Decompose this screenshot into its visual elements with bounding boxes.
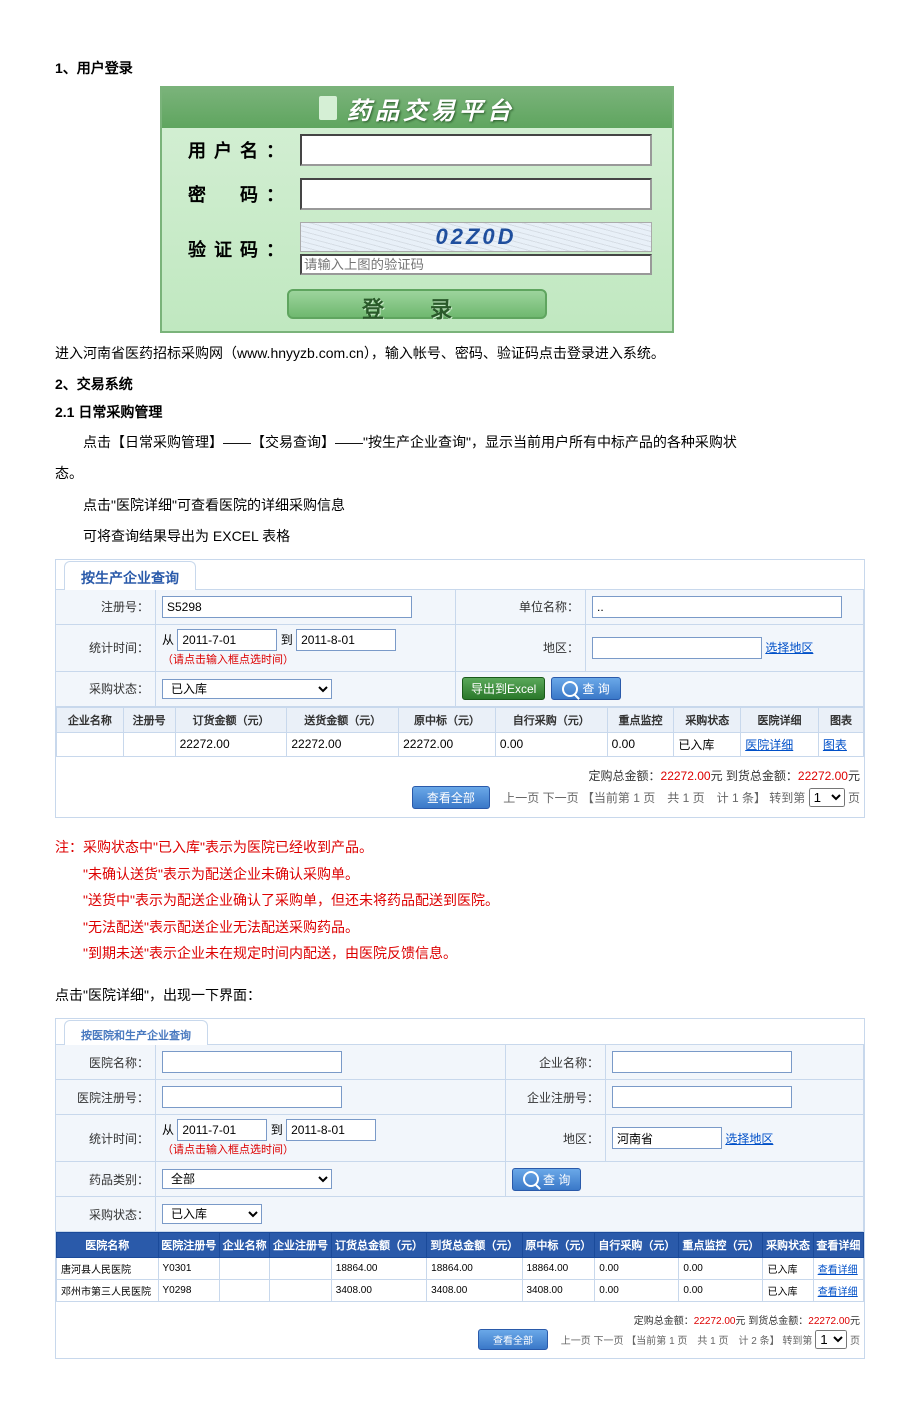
cname-input[interactable] <box>612 1051 792 1073</box>
chart-link[interactable]: 图表 <box>823 738 847 752</box>
click-detail-text: 点击"医院详细"，出现一下界面： <box>55 983 865 1008</box>
note-line: "无法配送"表示配送企业无法配送采购药品。 <box>55 914 865 941</box>
query1-tab[interactable]: 按生产企业查询 <box>64 561 196 590</box>
login-button[interactable]: 登 录 <box>287 289 547 319</box>
hreg-input[interactable] <box>162 1086 342 1108</box>
from-label: 从 <box>162 633 174 647</box>
username-label: 用户名： <box>182 137 300 163</box>
hname-label: 医院名称： <box>56 1045 156 1080</box>
hospital-detail-link[interactable]: 医院详细 <box>745 738 793 752</box>
view-detail-link[interactable]: 查看详细 <box>818 1287 858 1298</box>
query-panel-1: 按生产企业查询 注册号： 单位名称： 统计时间： 从 到 （请点击输入框点选时间… <box>55 559 865 818</box>
section-21-title: 2.1 日常采购管理 <box>55 402 865 422</box>
date-note: （请点击输入框点选时间） <box>162 651 294 667</box>
hname-input[interactable] <box>162 1051 342 1073</box>
th: 原中标（元） <box>399 707 496 732</box>
s21-p1: 点击【日常采购管理】——【交易查询】——"按生产企业查询"，显示当前用户所有中标… <box>55 430 865 455</box>
unit-input[interactable] <box>592 596 842 618</box>
query2-tab[interactable]: 按医院和生产企业查询 <box>64 1020 208 1045</box>
note-line: "到期未送"表示企业未在规定时间内配送，由医院反馈信息。 <box>55 940 865 967</box>
th: 医院详细 <box>741 707 819 732</box>
cat-label: 药品类别： <box>56 1162 156 1197</box>
result-table-1: 企业名称 注册号 订货金额（元） 送货金额（元） 原中标（元） 自行采购（元） … <box>56 707 864 757</box>
date-from-input[interactable] <box>177 629 277 651</box>
area-label: 地区： <box>456 625 586 672</box>
summary-2: 定购总金额：22272.00元 到货总金额：22272.00元 <box>60 1312 860 1327</box>
search-button[interactable]: 查 询 <box>551 677 620 700</box>
th: 自行采购（元） <box>495 707 607 732</box>
note-line: "送货中"表示为配送企业确认了采购单，但还未将药品配送到医院。 <box>55 887 865 914</box>
captcha-label: 验证码： <box>182 236 300 262</box>
th: 送货金额（元） <box>287 707 399 732</box>
login-panel: 药品交易平台 用户名： 密 码： 验证码： 02Z0D 登 录 <box>160 86 674 333</box>
th: 注册号 <box>123 707 175 732</box>
area-select-link[interactable]: 选择地区 <box>765 639 813 656</box>
result-table-2: 医院名称 医院注册号 企业名称 企业注册号 订货总金额（元） 到货总金额（元） … <box>56 1232 864 1302</box>
login-header: 药品交易平台 <box>162 88 672 128</box>
view-detail-link[interactable]: 查看详细 <box>818 1265 858 1276</box>
notes-block: 注：采购状态中"已入库"表示为医院已经收到产品。 "未确认送货"表示为配送企业未… <box>55 834 865 967</box>
time2-label: 统计时间： <box>56 1115 156 1162</box>
date-to-input-2[interactable] <box>286 1119 376 1141</box>
area2-link[interactable]: 选择地区 <box>725 1130 773 1147</box>
date-note-2: （请点击输入框点选时间） <box>162 1141 294 1157</box>
password-input[interactable] <box>300 178 652 210</box>
area-input[interactable] <box>592 637 762 659</box>
date-to-input[interactable] <box>296 629 396 651</box>
pill-icon <box>319 96 337 120</box>
query-panel-2: 按医院和生产企业查询 医院名称： 企业名称： 医院注册号： 企业注册号： 统计时… <box>55 1018 865 1359</box>
username-input[interactable] <box>300 134 652 166</box>
captcha-input[interactable] <box>300 254 652 275</box>
s21-p2: 点击"医院详细"可查看医院的详细采购信息 <box>55 493 865 518</box>
area2-input[interactable] <box>612 1127 722 1149</box>
creg-input[interactable] <box>612 1086 792 1108</box>
status-select[interactable]: 已入库 <box>162 679 332 699</box>
table-row: 唐河县人民医院Y030118864.0018864.0018864.000.00… <box>57 1258 864 1280</box>
th: 订货金额（元） <box>175 707 287 732</box>
creg-label: 企业注册号： <box>506 1080 606 1115</box>
th: 图表 <box>818 707 863 732</box>
s21-p1b: 态。 <box>55 461 865 486</box>
unit-label: 单位名称： <box>456 590 586 625</box>
cname-label: 企业名称： <box>506 1045 606 1080</box>
date-from-input-2[interactable] <box>177 1119 267 1141</box>
cat-select[interactable]: 全部 <box>162 1169 332 1189</box>
table-row: 邓州市第三人民医院Y02983408.003408.003408.000.000… <box>57 1280 864 1302</box>
pager-1: 查看全部 上一页 下一页 【当前第 1 页 共 1 页 计 1 条】 转到第 1… <box>60 786 860 809</box>
reg-input[interactable] <box>162 596 412 618</box>
th: 重点监控 <box>607 707 674 732</box>
export-excel-button[interactable]: 导出到Excel <box>462 677 545 700</box>
status-label: 采购状态： <box>56 672 156 707</box>
section-2-title: 2、交易系统 <box>55 374 865 394</box>
reg-label: 注册号： <box>56 590 156 625</box>
area2-label: 地区： <box>506 1115 606 1162</box>
to-label: 到 <box>281 633 293 647</box>
s21-p3: 可将查询结果导出为 EXCEL 表格 <box>55 524 865 549</box>
section-1-title: 1、用户登录 <box>55 58 865 78</box>
note-line: 注：采购状态中"已入库"表示为医院已经收到产品。 <box>55 834 865 861</box>
page-select-2[interactable]: 1 <box>815 1330 847 1349</box>
status2-label: 采购状态： <box>56 1197 156 1232</box>
summary-1: 定购总金额：22272.00元 到货总金额：22272.00元 <box>60 767 860 784</box>
search-button-2[interactable]: 查 询 <box>512 1168 581 1191</box>
view-all-button-2[interactable]: 查看全部 <box>478 1329 548 1350</box>
status2-select[interactable]: 已入库 <box>162 1204 262 1224</box>
page-select[interactable]: 1 <box>809 788 845 807</box>
login-header-text: 药品交易平台 <box>347 91 515 126</box>
search-icon <box>562 681 578 697</box>
note-line: "未确认送货"表示为配送企业未确认采购单。 <box>55 861 865 888</box>
th: 采购状态 <box>674 707 741 732</box>
pager-2: 查看全部 上一页 下一页 【当前第 1 页 共 1 页 计 2 条】 转到第 1… <box>60 1329 860 1350</box>
section-1-paragraph: 进入河南省医药招标采购网（www.hnyyzb.com.cn），输入帐号、密码、… <box>55 341 865 366</box>
password-label: 密 码： <box>182 181 300 207</box>
hreg-label: 医院注册号： <box>56 1080 156 1115</box>
captcha-image[interactable]: 02Z0D <box>300 222 652 252</box>
search-icon <box>523 1171 539 1187</box>
table-row: 22272.00 22272.00 22272.00 0.00 0.00 已入库… <box>57 732 864 756</box>
th: 企业名称 <box>57 707 124 732</box>
view-all-button[interactable]: 查看全部 <box>412 786 490 809</box>
time-label: 统计时间： <box>56 625 156 672</box>
